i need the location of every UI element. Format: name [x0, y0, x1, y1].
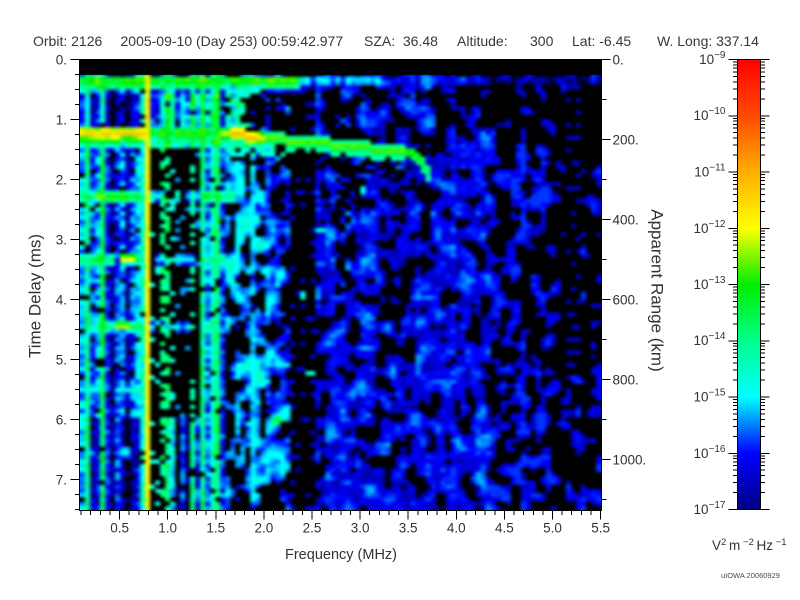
svg-text:2.: 2. — [56, 173, 67, 188]
svg-text:10−16: 10−16 — [694, 444, 726, 461]
svg-text:10−11: 10−11 — [694, 163, 726, 180]
svg-text:1.0: 1.0 — [158, 521, 177, 536]
svg-text:10−13: 10−13 — [694, 275, 726, 292]
svg-text:0.5: 0.5 — [110, 521, 129, 536]
svg-text:5.5: 5.5 — [591, 521, 610, 536]
svg-text:200.: 200. — [613, 133, 639, 148]
svg-text:2.0: 2.0 — [255, 521, 274, 536]
svg-text:10−12: 10−12 — [694, 219, 726, 236]
svg-text:1.: 1. — [56, 113, 67, 128]
svg-text:Time Delay (ms): Time Delay (ms) — [26, 234, 45, 358]
svg-text:V2 m −2 Hz −1: V2 m −2 Hz −1 — [712, 537, 787, 553]
svg-text:uIOWA 20060929: uIOWA 20060929 — [721, 571, 780, 580]
svg-text:600.: 600. — [613, 293, 639, 308]
svg-text:10−10: 10−10 — [694, 106, 726, 123]
svg-text:400.: 400. — [613, 213, 639, 228]
svg-text:5.: 5. — [56, 353, 67, 368]
svg-text:1000.: 1000. — [613, 453, 647, 468]
svg-text:10−15: 10−15 — [694, 388, 726, 405]
svg-text:1.5: 1.5 — [206, 521, 225, 536]
svg-text:6.: 6. — [56, 413, 67, 428]
svg-text:Apparent Range (km): Apparent Range (km) — [648, 209, 667, 372]
svg-text:0.: 0. — [56, 53, 67, 68]
svg-text:4.0: 4.0 — [447, 521, 466, 536]
svg-text:7.: 7. — [56, 473, 67, 488]
svg-text:4.5: 4.5 — [495, 521, 514, 536]
svg-text:Frequency (MHz): Frequency (MHz) — [285, 547, 397, 563]
svg-text:3.0: 3.0 — [351, 521, 370, 536]
svg-text:5.0: 5.0 — [543, 521, 562, 536]
svg-text:2.5: 2.5 — [303, 521, 322, 536]
svg-text:4.: 4. — [56, 293, 67, 308]
svg-text:3.5: 3.5 — [399, 521, 418, 536]
svg-text:3.: 3. — [56, 233, 67, 248]
svg-text:800.: 800. — [613, 373, 639, 388]
svg-text:0.: 0. — [613, 53, 624, 68]
svg-text:10−14: 10−14 — [694, 331, 726, 348]
svg-text:10−17: 10−17 — [694, 500, 726, 517]
svg-text:10−9: 10−9 — [699, 50, 726, 67]
